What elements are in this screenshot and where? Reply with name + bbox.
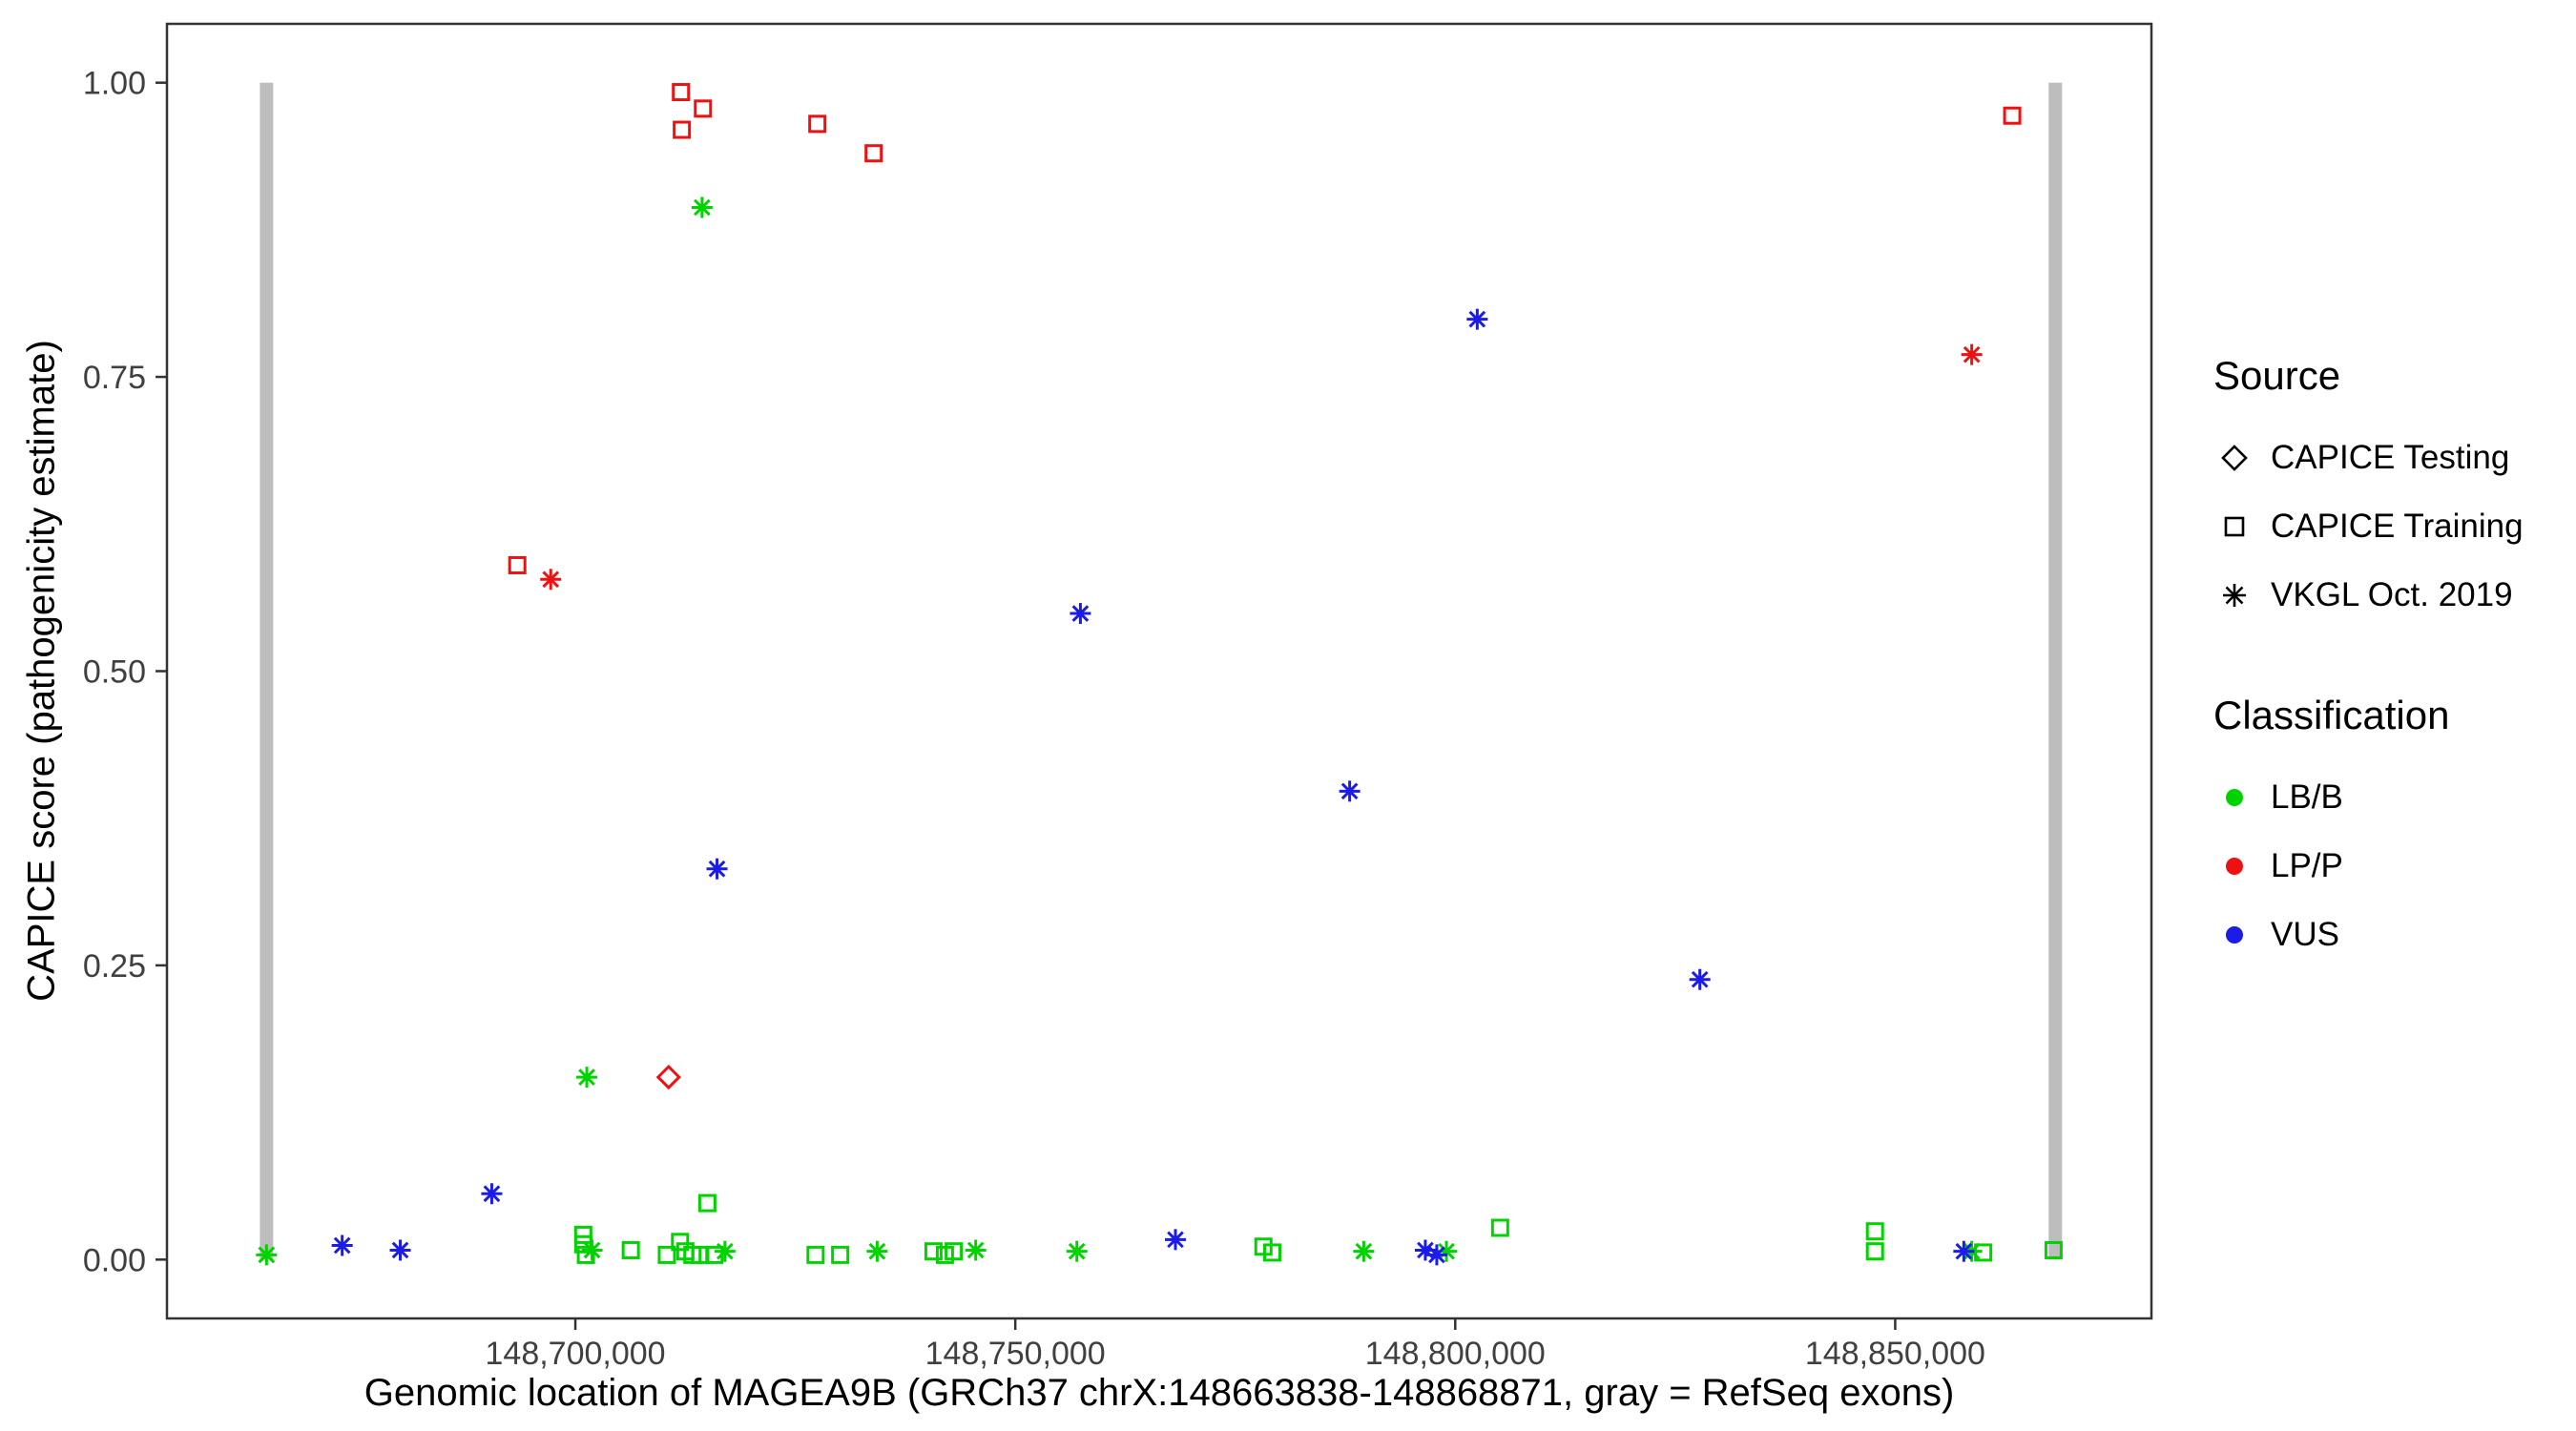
series-capice-training-lb-b [573,1193,2063,1264]
y-tick-label: 1.00 [83,66,146,102]
series-vkgl-oct-2019-lp-p [540,343,1983,591]
legend-classification-item-lp-p: LP/P [2213,832,2566,901]
data-point-square [671,1233,690,1252]
data-point-asterisk [706,858,728,880]
series-vkgl-oct-2019-vus [331,308,1975,1266]
legend-group-classification: Classification LB/B LP/P VUS [2213,693,2566,969]
series-vkgl-oct-2019-lb-b [256,197,1983,1266]
legend-source-item-label: VKGL Oct. 2019 [2271,576,2513,613]
data-point-asterisk [866,1240,888,1262]
data-point-square [694,99,713,118]
legend-title-source: Source [2213,353,2341,398]
data-point-square [1865,1222,1884,1241]
legend-source-item-capice-training: CAPICE Training [2213,492,2566,561]
data-point-square [806,1245,825,1264]
data-point-square [945,1242,964,1261]
dot-icon [2226,926,2243,944]
legend-source-item-vkgl-oct-2019: VKGL Oct. 2019 [2213,561,2566,630]
data-point-square [673,120,692,139]
y-axis-title: CAPICE score (pathogenicity estimate) [20,340,63,1002]
refseq-exon-bar [260,82,274,1260]
data-point-asterisk [965,1239,987,1261]
data-point-square [672,83,691,102]
data-point-square [2044,1240,2063,1259]
legend-classification-item-vus: VUS [2213,901,2566,969]
data-point-square [924,1242,943,1261]
x-tick-label: 148,750,000 [925,1336,1106,1372]
diamond-icon [2221,445,2248,471]
asterisk-icon [2223,584,2246,607]
legend-source-item-label: CAPICE Training [2271,508,2524,545]
data-point-square [573,1225,592,1244]
data-point-square [864,144,883,163]
dot-icon [2226,789,2243,806]
y-tick-label: 0.75 [83,360,146,396]
data-point-asterisk [1425,1244,1447,1266]
series-capice-testing-lp-p [655,1064,681,1090]
data-point-square [2003,106,2022,125]
data-point-asterisk [1353,1240,1375,1262]
x-tick-label: 148,700,000 [486,1336,666,1372]
refseq-exon-bar [2048,82,2063,1260]
x-axis-title: Genomic location of MAGEA9B (GRCh37 chrX… [364,1372,1955,1414]
data-point-square [1490,1218,1509,1237]
y-tick-label: 0.00 [83,1242,146,1278]
data-point-asterisk [1953,1240,1975,1262]
series-capice-training-lp-p [508,83,2022,574]
data-point-diamond [655,1064,681,1090]
data-point-asterisk [1961,343,1983,365]
data-point-asterisk [1070,603,1091,625]
legend-classification-item-lb-b: LB/B [2213,763,2566,832]
y-tick-label: 0.25 [83,948,146,985]
data-point-asterisk [1689,968,1711,990]
legend-classification-item-label: LB/B [2271,778,2343,816]
data-point-square [705,1245,724,1264]
data-point-square [576,1245,595,1264]
data-point-square [831,1245,850,1264]
legend-classification-item-label: LP/P [2271,847,2343,884]
data-point-square [1865,1242,1884,1261]
y-tick-label: 0.50 [83,654,146,691]
data-point-square [573,1234,592,1254]
square-icon [2224,516,2245,537]
legend-group-source: Source CAPICE Testing CAPICE Training VKGL… [2213,353,2566,630]
data-point-asterisk [1339,780,1361,802]
data-point-asterisk [714,1240,736,1262]
data-point-asterisk [389,1239,411,1261]
data-point-asterisk [576,1067,598,1089]
plot-panel-border [165,22,2153,1320]
data-point-asterisk [481,1183,503,1205]
x-tick-label: 148,800,000 [1365,1336,1546,1372]
legend-source-item-label: CAPICE Testing [2271,439,2510,476]
legend-title-classification: Classification [2213,693,2450,737]
data-point-asterisk [1466,308,1488,330]
legend-classification-item-label: VUS [2271,916,2339,953]
x-tick-label: 148,850,000 [1805,1336,1985,1372]
data-point-asterisk [540,569,562,591]
legend: Source CAPICE Testing CAPICE Training VKGL… [2213,353,2566,1032]
data-point-square [621,1240,640,1259]
data-point-square [1974,1243,1993,1262]
data-point-square [1262,1243,1281,1262]
data-point-asterisk [1165,1229,1187,1251]
data-point-asterisk [331,1234,353,1256]
data-point-asterisk [256,1244,278,1266]
data-point-asterisk [1066,1240,1088,1262]
data-point-square [657,1245,676,1264]
legend-source-item-capice-testing: CAPICE Testing [2213,424,2566,492]
data-point-square [508,555,527,574]
data-point-square [808,114,827,134]
data-point-square [697,1193,717,1213]
data-point-asterisk [691,197,713,218]
dot-icon [2226,858,2243,875]
